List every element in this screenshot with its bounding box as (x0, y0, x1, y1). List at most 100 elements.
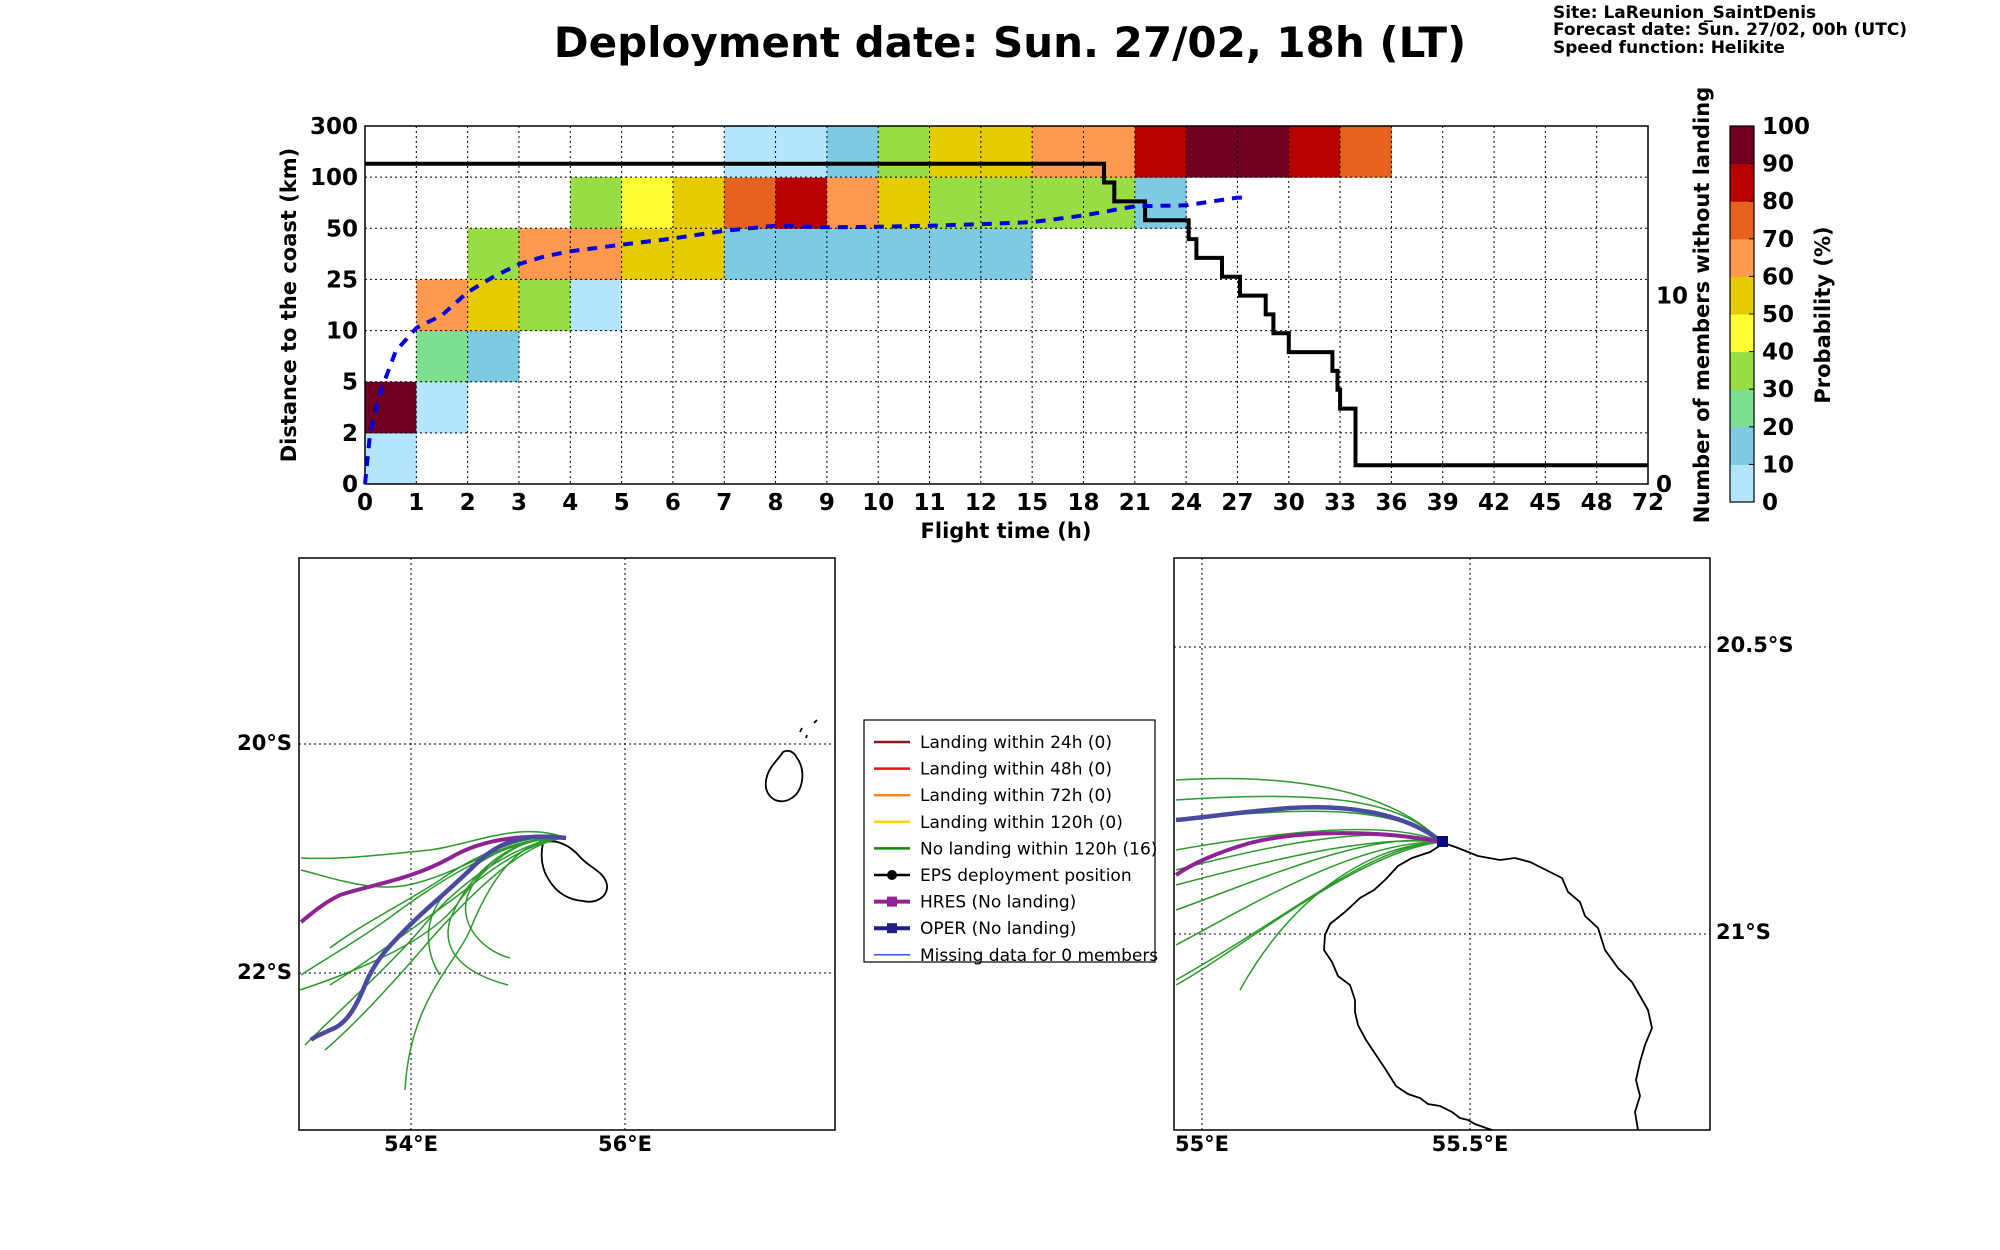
eps-member-track (1175, 841, 1443, 946)
heatmap-cell (570, 228, 623, 280)
heatmap-cell (980, 228, 1033, 280)
right-tick-label: 0 (1656, 472, 1672, 498)
heatmap-cell (1083, 126, 1136, 178)
x-tick-label: 21 (1119, 490, 1151, 516)
x-tick-label: 4 (562, 490, 578, 516)
legend-label: Landing within 72h (0) (920, 786, 1112, 806)
x-tick-label: 0 (357, 490, 373, 516)
colorbar-tick-label: 40 (1762, 340, 1794, 366)
legend-marker (887, 923, 897, 934)
heatmap-cell (878, 126, 931, 178)
colorbar-segment (1730, 314, 1754, 353)
x-tick-label: 9 (819, 490, 835, 516)
colorbar-tick-label: 90 (1762, 152, 1794, 178)
legend-marker (887, 870, 897, 880)
mean-distance-line (363, 195, 1248, 485)
heatmap-cell (416, 330, 469, 383)
legend-label: Landing within 24h (0) (920, 733, 1112, 753)
heatmap-cell (365, 432, 417, 485)
x-tick-label: 5 (614, 490, 630, 516)
heatmap-cell (621, 228, 674, 280)
colorbar-segment (1730, 276, 1754, 315)
heatmap-cell (1186, 126, 1238, 178)
eps-member-track (300, 837, 567, 976)
heatmap-frame (364, 125, 1649, 485)
heatmap-cell (929, 177, 982, 229)
left-lat-label-20s: 20°S (237, 731, 292, 755)
heatmap-cell (724, 126, 777, 178)
heatmap-cell (1340, 126, 1392, 178)
y-tick-label: 300 (310, 114, 358, 140)
heatmap-cell (1032, 126, 1084, 178)
right-tick-labels: 0 10 (1656, 284, 1688, 498)
oper-track (1175, 805, 1444, 844)
x-tick-label: 15 (1016, 490, 1048, 516)
right-lon-label-55e: 55°E (1175, 1132, 1229, 1156)
heatmap-cell (672, 177, 725, 229)
eps-member-track (1175, 795, 1443, 843)
eps-member-track (1175, 839, 1443, 911)
heatmap-cell (1288, 126, 1341, 178)
x-tick-label: 24 (1170, 490, 1202, 516)
legend: Landing within 24h (0) Landing within 48h… (863, 719, 1158, 966)
colorbar-segment (1730, 426, 1754, 465)
heatmap-cell (980, 126, 1033, 178)
right-map: 20.5°S 21°S 55°E 55.5°E (1173, 557, 1793, 1156)
colorbar-segment (1730, 389, 1754, 428)
heatmap-cell (878, 228, 931, 280)
members-without-landing-series (365, 161, 1648, 468)
colorbar-tick-label: 10 (1762, 452, 1794, 478)
colorbar-segment (1730, 238, 1754, 277)
heatmap-cell (518, 279, 571, 332)
eps-member-track (324, 837, 567, 1051)
x-tick-labels: 0 1 2 3 4 5 6 7 8 9 10 11 12 15 18 21 24 27 30 33 36 39 42 45 48… (357, 490, 1664, 516)
heatmap-cell (775, 126, 828, 178)
right-tick-label: 10 (1656, 284, 1688, 310)
x-tick-label: 6 (665, 490, 681, 516)
legend-marker (887, 896, 897, 907)
x-tick-label: 30 (1273, 490, 1305, 516)
y-tick-label: 0 (342, 472, 358, 498)
mauritius-coastline (764, 719, 818, 803)
reunion-coastline-left (540, 840, 608, 903)
x-tick-label: 3 (511, 490, 527, 516)
heatmap-cell (1134, 126, 1187, 178)
eps-member-track (300, 837, 567, 888)
heatmap-cell (570, 177, 623, 229)
x-tick-label: 12 (965, 490, 997, 516)
x-tick-label: 36 (1375, 490, 1407, 516)
deployment-site-marker (1437, 836, 1448, 847)
heatmap-cell (1237, 126, 1290, 178)
colorbar-tick-label: 50 (1762, 302, 1794, 328)
heatmap-cell (929, 228, 982, 280)
hres-track (299, 834, 567, 924)
colorbar-tick-label: 100 (1762, 114, 1810, 140)
legend-label: EPS deployment position (920, 866, 1132, 886)
y-tick-label: 5 (342, 370, 358, 396)
speed-label: Speed function: Helikite (1553, 38, 1785, 58)
left-lon-label-56e: 56°E (598, 1132, 652, 1156)
legend-label: No landing within 120h (16) (920, 839, 1157, 859)
colorbar-segment (1730, 163, 1754, 202)
legend-label: Landing within 48h (0) (920, 760, 1112, 780)
y-tick-label: 2 (342, 421, 358, 447)
reunion-coastline-right (1323, 842, 1653, 1131)
eps-member-track (329, 837, 567, 986)
x-tick-label: 2 (460, 490, 476, 516)
right-map-tracks (1174, 777, 1444, 991)
right-axis-label: Number of members without landing (1690, 87, 1714, 524)
heatmap-cell (929, 126, 982, 178)
x-tick-label: 18 (1067, 490, 1099, 516)
heatmap-cell (724, 177, 777, 229)
heatmap-cell (775, 177, 828, 229)
forecast-label: Forecast date: Sun. 27/02, 00h (UTC) (1553, 20, 1907, 40)
x-tick-label: 1 (408, 490, 424, 516)
eps-member-track (1175, 828, 1443, 851)
x-tick-label: 11 (914, 490, 946, 516)
colorbar-segment (1730, 201, 1754, 240)
site-label: Site: LaReunion_SaintDenis (1553, 3, 1816, 23)
colorbar-segment (1730, 351, 1754, 390)
heatmap-cell (724, 228, 777, 280)
x-tick-label: 10 (862, 490, 894, 516)
